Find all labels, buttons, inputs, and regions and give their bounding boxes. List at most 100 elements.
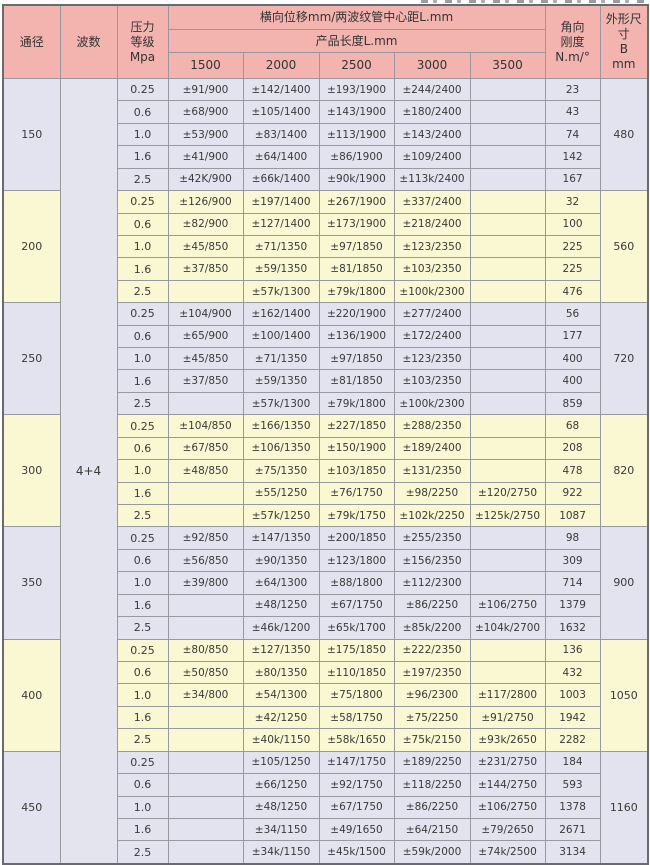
header-length-group: 产品长度L.mm <box>167 29 546 53</box>
displacement-cell <box>469 279 546 304</box>
displacement-cell: ±75k/2150 <box>393 728 471 752</box>
diameter-cell: 150 <box>2 77 61 192</box>
displacement-cell <box>469 414 546 438</box>
displacement-cell: ±49/1650 <box>318 817 395 842</box>
diameter-cell: 450 <box>2 750 61 865</box>
displacement-cell <box>469 190 546 214</box>
displacement-cell: ±103/2350 <box>393 369 471 393</box>
displacement-cell: ±110/1850 <box>318 660 395 685</box>
displacement-cell: ±59/1350 <box>242 369 320 393</box>
displacement-cell: ±58k/1650 <box>318 728 395 752</box>
displacement-cell: ±92/850 <box>167 526 244 550</box>
displacement-cell: ±180/2400 <box>393 100 471 124</box>
displacement-cell <box>167 773 244 797</box>
displacement-cell <box>469 660 546 685</box>
displacement-cell: ±120/2750 <box>469 481 546 506</box>
header-length-2500: 2500 <box>318 52 395 79</box>
displacement-cell: ±102k/2250 <box>393 504 471 528</box>
table-row: 150 4+4 0.25 ±91/900 ±142/1400 ±193/1900 ±244/… <box>2 77 649 865</box>
displacement-cell: ±56/850 <box>167 548 244 573</box>
displacement-cell: ±117/2800 <box>469 683 546 707</box>
displacement-cell: ±66k/1400 <box>242 167 320 192</box>
displacement-cell <box>469 122 546 147</box>
table-row: 200 0.25 ±126/900 ±197/1400 ±267/1900 ±337/24… <box>2 190 649 304</box>
table-row: 0.6 ±66/1250 ±92/1750 ±118/2250 ±144/2750 593 <box>3 773 648 797</box>
displacement-cell: ±66/1250 <box>242 773 320 797</box>
stiffness-cell: 922 <box>544 481 601 506</box>
spec-table: 通径 波数 压力 等级 Mpa 横向位移mm/两波纹管中心距L.mm 角向 刚度… <box>2 4 650 865</box>
pressure-cell: 0.25 <box>116 638 169 662</box>
displacement-cell <box>167 750 244 775</box>
displacement-cell: ±104k/2700 <box>469 616 546 640</box>
dimension-cell: 1050 <box>599 638 649 752</box>
stiffness-cell: 400 <box>544 369 601 393</box>
displacement-cell: ±65/900 <box>167 324 244 349</box>
displacement-cell: ±65k/1700 <box>318 616 395 640</box>
displacement-cell: ±113/1900 <box>318 122 395 147</box>
displacement-cell: ±255/2350 <box>393 526 471 550</box>
stiffness-cell: 1087 <box>544 504 601 528</box>
displacement-cell: ±91/2750 <box>469 705 546 730</box>
displacement-cell: ±91/900 <box>167 77 244 102</box>
displacement-cell: ±79/2650 <box>469 817 546 842</box>
displacement-cell: ±79k/1800 <box>318 391 395 416</box>
displacement-cell: ±71/1350 <box>242 347 320 371</box>
stiffness-cell: 1632 <box>544 616 601 640</box>
displacement-cell: ±48/850 <box>167 459 244 483</box>
displacement-cell: ±50/850 <box>167 660 244 685</box>
stiffness-cell: 43 <box>544 100 601 124</box>
stiffness-cell: 859 <box>544 391 601 416</box>
pressure-cell: 2.5 <box>116 616 169 640</box>
displacement-cell: ±147/1350 <box>242 526 320 550</box>
displacement-cell: ±34/1150 <box>242 817 320 842</box>
displacement-cell: ±220/1900 <box>318 302 395 326</box>
displacement-cell <box>469 347 546 371</box>
diameter-cell: 400 <box>2 638 61 752</box>
displacement-cell <box>167 481 244 506</box>
displacement-cell: ±64/1300 <box>242 571 320 595</box>
stiffness-cell: 2282 <box>544 728 601 752</box>
pressure-cell: 1.6 <box>116 145 169 169</box>
displacement-cell: ±100/1400 <box>242 324 320 349</box>
stiffness-cell: 1942 <box>544 705 601 730</box>
displacement-cell: ±42/1250 <box>242 705 320 730</box>
pressure-cell: 1.0 <box>116 347 169 371</box>
displacement-cell: ±74k/2500 <box>469 840 546 865</box>
displacement-cell: ±67/1750 <box>318 593 395 618</box>
header-displacement-group: 横向位移mm/两波纹管中心距L.mm <box>167 4 546 30</box>
displacement-cell: ±93k/2650 <box>469 728 546 752</box>
displacement-cell: ±106/2750 <box>469 593 546 618</box>
header-length-2000: 2000 <box>242 52 320 79</box>
table-row: 0.6 ±50/850 ±80/1350 ±110/1850 ±197/2350 432 <box>3 660 648 685</box>
pressure-cell: 2.5 <box>116 728 169 752</box>
displacement-cell <box>469 526 546 550</box>
displacement-cell: ±103/1850 <box>318 459 395 483</box>
displacement-cell: ±46k/1200 <box>242 616 320 640</box>
displacement-cell: ±106/1350 <box>242 436 320 461</box>
displacement-cell: ±175/1850 <box>318 638 395 662</box>
displacement-cell: ±267/1900 <box>318 190 395 214</box>
pressure-cell: 1.6 <box>116 481 169 506</box>
stiffness-cell: 225 <box>544 257 601 281</box>
displacement-cell: ±82/900 <box>167 212 244 236</box>
pressure-cell: 0.25 <box>116 526 169 550</box>
table-row: 2.5 ±46k/1200 ±65k/1700 ±85k/2200 ±104k/2700… <box>3 616 648 640</box>
displacement-cell: ±79k/1800 <box>318 279 395 304</box>
table-row: 1.0 ±53/900 ±83/1400 ±113/1900 ±143/2400 74 <box>3 122 648 147</box>
header-length-3000: 3000 <box>393 52 471 79</box>
displacement-cell: ±142/1400 <box>242 77 320 102</box>
displacement-cell: ±197/1400 <box>242 190 320 214</box>
displacement-cell: ±92/1750 <box>318 773 395 797</box>
displacement-cell: ±100k/2300 <box>393 279 471 304</box>
displacement-cell: ±57k/1300 <box>242 391 320 416</box>
stiffness-cell: 98 <box>544 526 601 550</box>
pressure-cell: 1.6 <box>116 257 169 281</box>
displacement-cell: ±222/2350 <box>393 638 471 662</box>
table-row: 1.6 ±42/1250 ±58/1750 ±75/2250 ±91/2750 1942 <box>3 705 648 730</box>
table-row: 1.6 ±37/850 ±59/1350 ±81/1850 ±103/2350 400 <box>3 369 648 393</box>
displacement-cell: ±41/900 <box>167 145 244 169</box>
stiffness-cell: 478 <box>544 459 601 483</box>
table-row: 0.6 ±67/850 ±106/1350 ±150/1900 ±189/2400 208 <box>3 436 648 461</box>
displacement-cell: ±48/1250 <box>242 795 320 819</box>
displacement-cell <box>469 369 546 393</box>
